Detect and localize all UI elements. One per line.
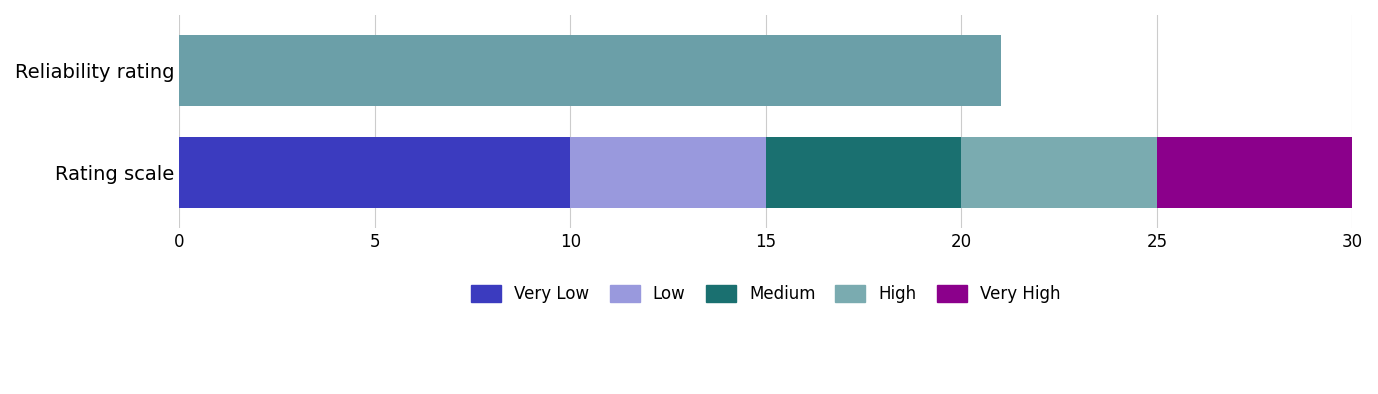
Bar (570, 137, 766, 208)
Bar (766, 137, 962, 208)
Legend: Very Low, Low, Medium, High, Very High: Very Low, Low, Medium, High, Very High (464, 278, 1068, 310)
Bar (962, 137, 1158, 208)
Bar (1158, 137, 1352, 208)
Bar (179, 137, 570, 208)
Bar (179, 35, 1000, 106)
